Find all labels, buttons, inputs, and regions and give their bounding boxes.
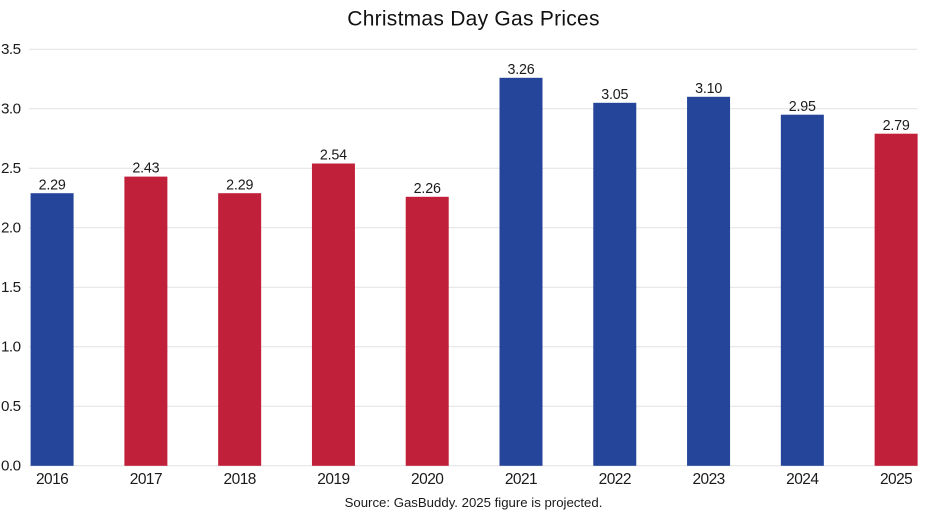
svg-text:2024: 2024 xyxy=(786,471,819,488)
svg-text:2018: 2018 xyxy=(224,471,256,488)
svg-text:Source: GasBuddy. 2025 figure: Source: GasBuddy. 2025 figure is project… xyxy=(345,495,603,510)
svg-text:1.0: 1.0 xyxy=(1,339,21,356)
svg-text:2.26: 2.26 xyxy=(414,181,441,197)
svg-text:Christmas Day Gas Prices: Christmas Day Gas Prices xyxy=(347,8,599,31)
svg-text:3.26: 3.26 xyxy=(507,62,534,78)
svg-text:2023: 2023 xyxy=(692,471,724,488)
svg-text:0.0: 0.0 xyxy=(1,458,21,475)
svg-text:2025: 2025 xyxy=(880,471,912,488)
svg-text:2.5: 2.5 xyxy=(1,160,21,177)
svg-text:2017: 2017 xyxy=(130,471,162,488)
svg-text:2.29: 2.29 xyxy=(226,177,253,193)
svg-text:2016: 2016 xyxy=(36,471,68,488)
svg-text:2.29: 2.29 xyxy=(39,177,66,193)
svg-text:0.5: 0.5 xyxy=(1,398,21,415)
svg-text:2.43: 2.43 xyxy=(132,161,159,177)
svg-text:2022: 2022 xyxy=(599,471,631,488)
svg-text:3.05: 3.05 xyxy=(601,87,628,103)
svg-text:2020: 2020 xyxy=(411,471,444,488)
svg-text:1.5: 1.5 xyxy=(1,279,21,296)
svg-text:2.79: 2.79 xyxy=(883,118,910,134)
svg-text:2.95: 2.95 xyxy=(789,99,816,115)
svg-text:2021: 2021 xyxy=(505,471,537,488)
svg-text:3.10: 3.10 xyxy=(695,81,722,97)
svg-text:2.54: 2.54 xyxy=(320,148,347,164)
svg-text:2.0: 2.0 xyxy=(1,220,21,237)
svg-text:2019: 2019 xyxy=(317,471,349,488)
svg-text:3.5: 3.5 xyxy=(1,41,21,58)
svg-text:3.0: 3.0 xyxy=(1,101,21,118)
